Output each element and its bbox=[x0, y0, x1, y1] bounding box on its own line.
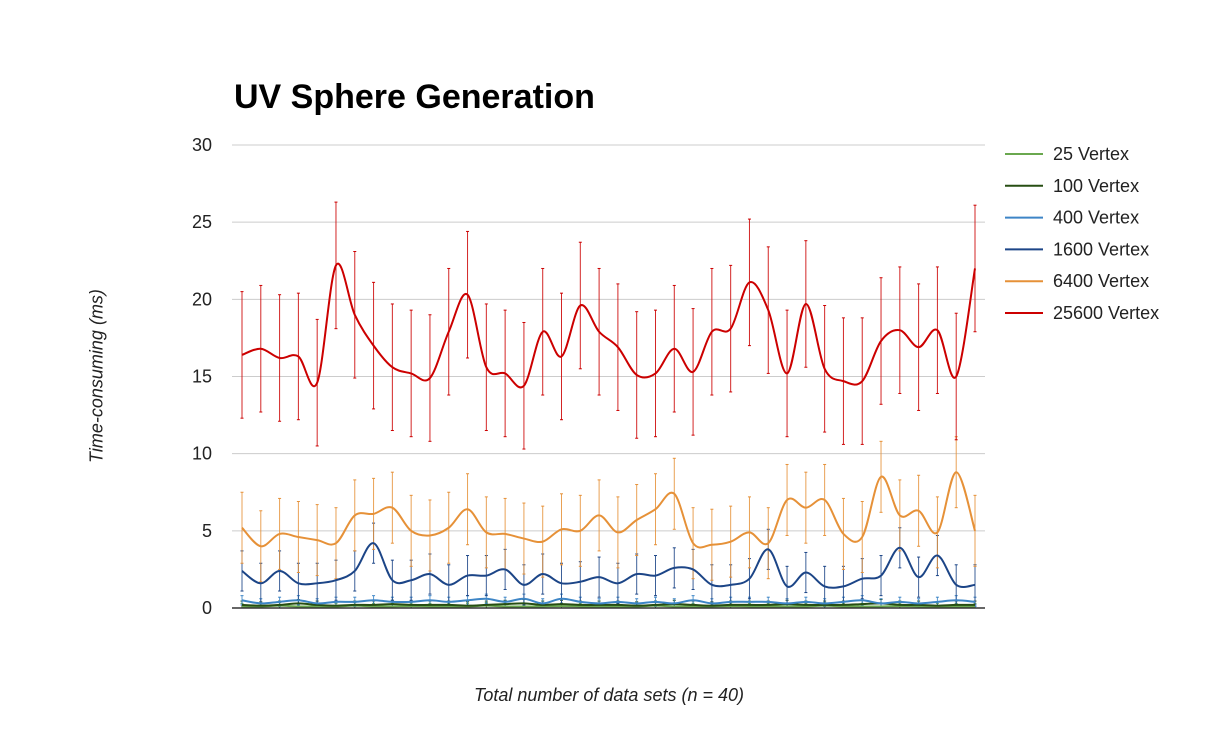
legend-item-1600-vertex: 1600 Vertex bbox=[1005, 239, 1149, 259]
series-line-25600-vertex bbox=[241, 262, 976, 389]
series-line-1600-vertex bbox=[241, 542, 976, 589]
series-layer bbox=[241, 262, 976, 608]
series-line-400-vertex bbox=[241, 597, 976, 605]
legend: 25 Vertex 100 Vertex 400 Vertex 1600 Vertex… bbox=[1005, 144, 1159, 323]
x-axis-label: Total number of data sets (n = 40) bbox=[474, 685, 744, 705]
series-line-25-vertex bbox=[241, 604, 975, 608]
legend-label: 25 Vertex bbox=[1053, 144, 1129, 164]
y-tick-label: 20 bbox=[192, 289, 212, 309]
legend-item-25600-vertex: 25600 Vertex bbox=[1005, 303, 1159, 323]
y-tick-label: 30 bbox=[192, 135, 212, 155]
error-bars-6400-vertex bbox=[240, 436, 977, 583]
grid-layer bbox=[232, 144, 985, 532]
axis-layer: 0 5 10 15 20 25 30 bbox=[192, 135, 985, 618]
chart-title: UV Sphere Generation bbox=[234, 78, 595, 116]
y-tick-label: 0 bbox=[202, 598, 212, 618]
legend-label: 6400 Vertex bbox=[1053, 271, 1149, 291]
series-line-6400-vertex bbox=[241, 471, 976, 549]
y-tick-label: 10 bbox=[192, 444, 212, 464]
error-bars-25600-vertex bbox=[240, 201, 977, 450]
y-tick-label: 5 bbox=[202, 521, 212, 541]
y-tick-label: 15 bbox=[192, 367, 212, 387]
legend-item-6400-vertex: 6400 Vertex bbox=[1005, 271, 1149, 291]
error-bars-1600-vertex bbox=[240, 522, 977, 607]
legend-label: 400 Vertex bbox=[1053, 208, 1139, 228]
legend-label: 1600 Vertex bbox=[1053, 239, 1149, 259]
legend-label: 100 Vertex bbox=[1053, 176, 1139, 196]
y-tick-label: 25 bbox=[192, 212, 212, 232]
legend-item-25-vertex: 25 Vertex bbox=[1005, 144, 1129, 164]
legend-item-100-vertex: 100 Vertex bbox=[1005, 176, 1139, 196]
series-line-100-vertex bbox=[241, 602, 976, 607]
legend-label: 25600 Vertex bbox=[1053, 303, 1159, 323]
legend-item-400-vertex: 400 Vertex bbox=[1005, 208, 1139, 228]
errorbar-layer bbox=[240, 201, 977, 609]
